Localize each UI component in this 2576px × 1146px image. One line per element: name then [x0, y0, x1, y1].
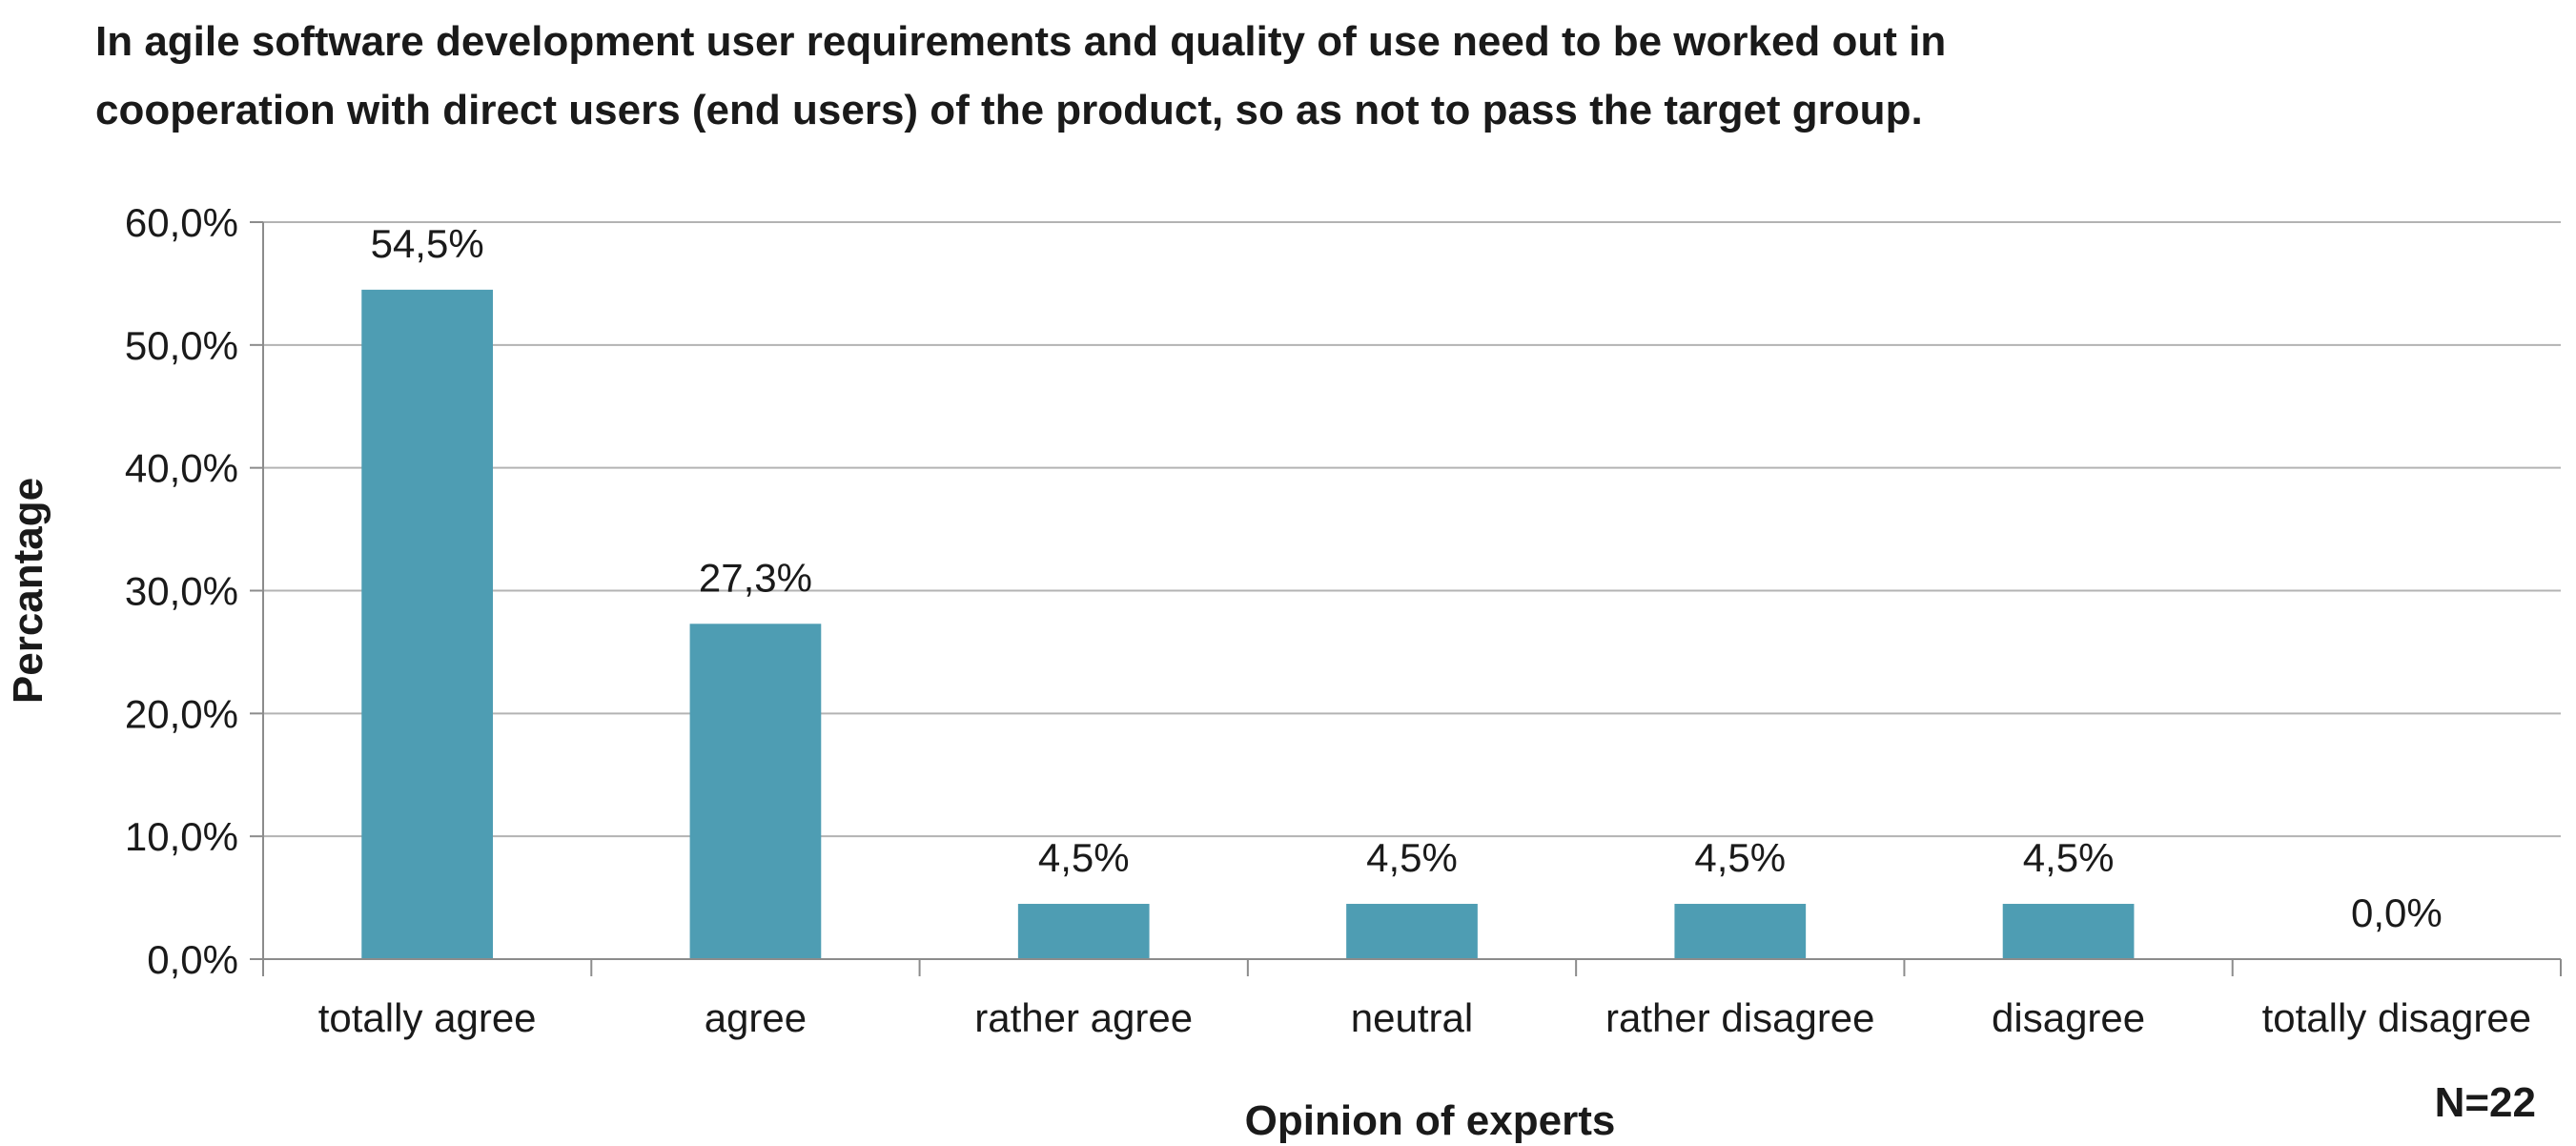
- bar-rather-agree: [1017, 904, 1150, 959]
- y-axis-title: Percantage: [5, 478, 51, 704]
- data-label: 4,5%: [2023, 835, 2115, 880]
- x-tick-label: disagree: [1992, 995, 2145, 1040]
- bar-rather-disagree: [1674, 904, 1807, 959]
- data-label: 4,5%: [1694, 835, 1786, 880]
- bar-neutral: [1346, 904, 1478, 959]
- x-tick-label: totally agree: [318, 995, 537, 1040]
- sample-size-note: N=22: [2434, 1079, 2536, 1126]
- data-label: 4,5%: [1038, 835, 1130, 880]
- chart-title-line-2: cooperation with direct users (end users…: [95, 87, 1923, 133]
- data-label: 54,5%: [371, 221, 484, 266]
- bars: [361, 289, 2135, 959]
- data-label: 4,5%: [1366, 835, 1458, 880]
- y-tick-label: 30,0%: [125, 569, 238, 614]
- x-tick-label: totally disagree: [2262, 995, 2532, 1040]
- x-axis-title: Opinion of experts: [1245, 1097, 1616, 1144]
- chart-title-line-1: In agile software development user requi…: [95, 18, 1947, 65]
- x-tick-label: agree: [705, 995, 807, 1040]
- axes: [250, 221, 2562, 976]
- gridlines: [263, 221, 2561, 838]
- bar-disagree: [2002, 904, 2135, 959]
- y-tick-label: 60,0%: [125, 200, 238, 245]
- data-label: 0,0%: [2351, 890, 2443, 935]
- labels: 0,0% 10,0% 20,0% 30,0% 40,0% 50,0% 60,0% 54,5% t…: [5, 200, 2531, 1144]
- y-tick-label: 20,0%: [125, 691, 238, 736]
- y-tick-label: 0,0%: [147, 937, 238, 982]
- bar-agree: [689, 624, 822, 959]
- y-tick-label: 40,0%: [125, 446, 238, 491]
- chart-title: In agile software development user requi…: [95, 8, 2536, 145]
- x-tick-label: neutral: [1351, 995, 1473, 1040]
- x-tick-label: rather disagree: [1605, 995, 1875, 1040]
- bar-totally-agree: [361, 289, 493, 959]
- x-tick-label: rather agree: [974, 995, 1193, 1040]
- y-tick-label: 50,0%: [125, 323, 238, 368]
- y-tick-label: 10,0%: [125, 814, 238, 859]
- data-label: 27,3%: [699, 555, 812, 600]
